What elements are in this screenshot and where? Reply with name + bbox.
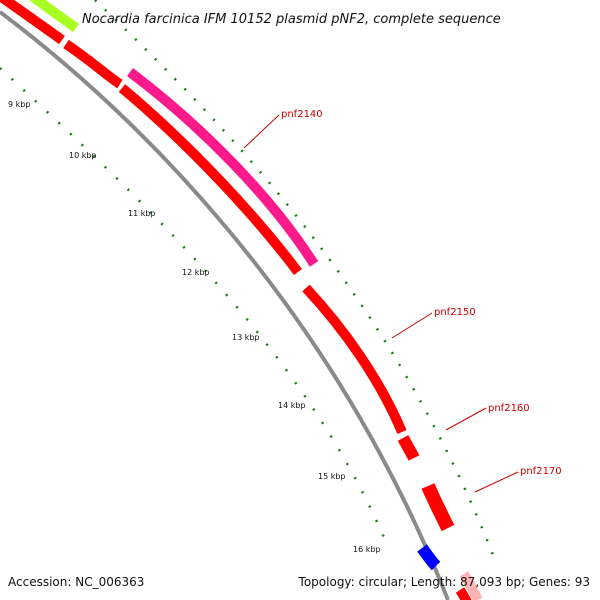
accession-text: Accession: NC_006363 bbox=[8, 575, 144, 589]
tick-label-11kbp: 11 kbp bbox=[128, 209, 156, 218]
map-title: Nocardia farcinica IFM 10152 plasmid pNF… bbox=[82, 12, 501, 27]
tick-label-13kbp: 13 kbp bbox=[232, 333, 260, 342]
cds-segment-pnf2170 bbox=[421, 483, 455, 532]
cds-segment-pnf2150 bbox=[302, 284, 407, 434]
cds-segment-bottom bbox=[455, 587, 472, 600]
cds-segment-pink-faint bbox=[459, 571, 483, 600]
gene-label-pnf2140: pnf2140 bbox=[281, 109, 323, 120]
leader-pnf2160 bbox=[445, 407, 487, 431]
gene-label-pnf2150: pnf2150 bbox=[434, 307, 476, 318]
tick-label-10kbp: 10 kbp bbox=[69, 151, 97, 160]
summary-text: Topology: circular; Length: 87,093 bp; G… bbox=[298, 575, 590, 589]
inner-cds-track bbox=[0, 0, 472, 600]
cds-segment-pnf2160 bbox=[397, 435, 420, 461]
plasmid-backbone bbox=[0, 10, 450, 600]
tick-labels: 9 kbp 10 kbp 11 kbp 12 kbp 13 kbp 14 kbp… bbox=[8, 100, 381, 554]
tick-label-16kbp: 16 kbp bbox=[353, 545, 381, 554]
cds-segment-2 bbox=[63, 39, 123, 89]
tick-label-14kbp: 14 kbp bbox=[278, 401, 306, 410]
gene-label-pnf2160: pnf2160 bbox=[488, 403, 530, 414]
tick-label-9kbp: 9 kbp bbox=[8, 100, 30, 109]
cds-segment-blue bbox=[417, 544, 441, 571]
gene-leader-lines bbox=[243, 114, 519, 493]
outer-cds-track bbox=[29, 0, 483, 600]
outer-tick-ring bbox=[94, 0, 497, 561]
cds-segment-top bbox=[0, 0, 65, 45]
gene-labels: pnf2140 pnf2150 pnf2160 pnf2170 bbox=[281, 109, 562, 477]
leader-pnf2150 bbox=[391, 312, 433, 339]
cds-segment-3 bbox=[118, 84, 302, 276]
leader-pnf2170 bbox=[474, 471, 519, 493]
inner-tick-ring bbox=[0, 67, 387, 541]
tick-label-12kbp: 12 kbp bbox=[182, 268, 210, 277]
cds-segment-pnf2140 bbox=[126, 68, 319, 267]
gene-label-pnf2170: pnf2170 bbox=[520, 466, 562, 477]
cds-segment-green bbox=[29, 0, 79, 33]
tick-label-15kbp: 15 kbp bbox=[318, 472, 346, 481]
leader-pnf2140 bbox=[243, 114, 280, 149]
